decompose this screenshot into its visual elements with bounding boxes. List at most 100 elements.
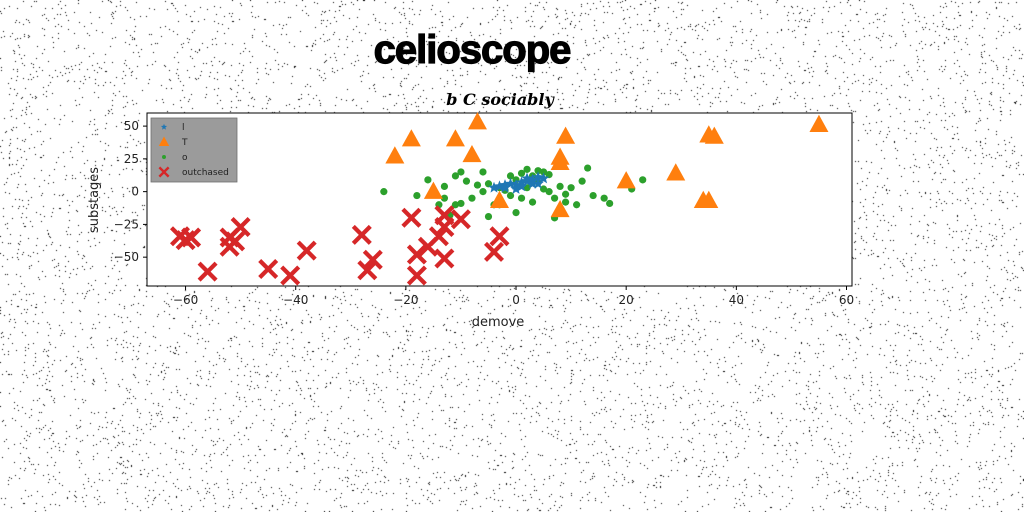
point-outchased: [181, 227, 202, 248]
x-tick-label: 20: [619, 293, 634, 307]
point-o: [380, 188, 388, 196]
legend-marker-o: [162, 155, 166, 159]
point-outchased: [280, 265, 301, 286]
point-l: [532, 177, 544, 189]
point-outchased: [362, 249, 383, 270]
y-axis: −50 −25 0 25 50: [114, 119, 147, 264]
point-outchased: [296, 240, 317, 261]
point-outchased: [406, 265, 427, 286]
legend-label-t: T: [181, 138, 188, 148]
plot-area: [146, 112, 853, 287]
point-outchased: [357, 260, 378, 281]
point-o: [561, 198, 570, 206]
x-tick-label: 60: [839, 293, 854, 307]
point-o: [539, 168, 548, 176]
point-t: [666, 163, 686, 181]
point-t: [550, 199, 570, 218]
point-o: [578, 177, 586, 185]
point-o: [589, 191, 597, 200]
point-l: [526, 177, 539, 189]
legend-label-outchased: outchased: [182, 168, 229, 178]
point-l: [537, 172, 550, 184]
point-o: [517, 194, 526, 202]
point-outchased: [230, 217, 251, 237]
point-o: [556, 182, 564, 190]
point-outchased: [428, 226, 449, 247]
x-axis-label: demove: [472, 315, 525, 330]
point-o: [451, 201, 460, 209]
point-l: [488, 181, 500, 193]
point-o: [457, 168, 465, 176]
point-t: [445, 129, 465, 147]
legend-marker-t: [158, 136, 170, 146]
point-o: [479, 188, 487, 196]
point-l: [532, 171, 544, 183]
legend-items: lTo outchased: [158, 123, 229, 178]
point-outchased: [406, 244, 427, 265]
point-o: [545, 188, 553, 196]
point-o: [468, 194, 476, 202]
point-o: [457, 199, 465, 208]
point-outchased: [434, 248, 455, 269]
point-o: [506, 191, 515, 200]
point-o: [440, 182, 449, 190]
point-o: [584, 164, 592, 172]
point-o: [550, 194, 559, 202]
point-o: [545, 170, 553, 179]
y-tick-label: −50: [114, 250, 139, 264]
point-o: [573, 201, 581, 209]
y-tick-label: 50: [124, 119, 139, 133]
x-axis: −60 −40 −20 0 20 40 60: [173, 286, 854, 307]
point-outchased: [197, 261, 218, 282]
point-l: [510, 183, 522, 194]
point-o: [473, 181, 482, 189]
legend-marker-l: [160, 123, 168, 130]
point-t: [462, 144, 482, 163]
point-o: [561, 190, 570, 198]
y-tick-label: −25: [114, 217, 139, 231]
point-t: [704, 126, 724, 144]
x-tick-label: 0: [512, 293, 520, 307]
point-o: [484, 212, 493, 221]
x-tick-label: −60: [173, 293, 198, 307]
point-t: [616, 171, 636, 189]
point-o: [413, 191, 421, 200]
point-o: [479, 168, 487, 176]
point-o: [484, 180, 493, 188]
data-marks: [170, 112, 829, 286]
point-t: [423, 181, 443, 199]
point-t: [385, 146, 405, 164]
x-tick-label: −20: [393, 293, 418, 307]
point-t: [556, 126, 576, 144]
x-tick-label: −40: [283, 293, 308, 307]
point-o: [451, 172, 460, 180]
chart-subtitle: b C sociably: [446, 90, 555, 109]
point-outchased: [434, 217, 455, 237]
point-outchased: [258, 259, 279, 279]
point-o: [639, 176, 647, 184]
point-t: [467, 112, 487, 130]
point-outchased: [401, 207, 422, 228]
y-axis-label: substages: [87, 167, 102, 233]
y-tick-label: 0: [131, 185, 139, 199]
point-o: [424, 176, 432, 184]
point-outchased: [225, 231, 246, 252]
legend-marker-outchased: [158, 166, 170, 178]
point-o: [440, 194, 449, 202]
point-t: [809, 114, 829, 132]
point-t: [699, 190, 719, 209]
point-t: [490, 190, 509, 209]
point-o: [606, 199, 614, 208]
point-t: [550, 152, 570, 171]
point-t: [401, 129, 421, 147]
point-o: [462, 177, 471, 185]
point-outchased: [484, 241, 504, 262]
x-tick-label: 40: [729, 293, 744, 307]
point-o: [567, 184, 575, 192]
point-o: [512, 209, 520, 217]
chart-title: celioscope: [374, 28, 571, 72]
point-o: [506, 172, 515, 180]
point-o: [600, 194, 608, 202]
point-o: [528, 198, 537, 206]
